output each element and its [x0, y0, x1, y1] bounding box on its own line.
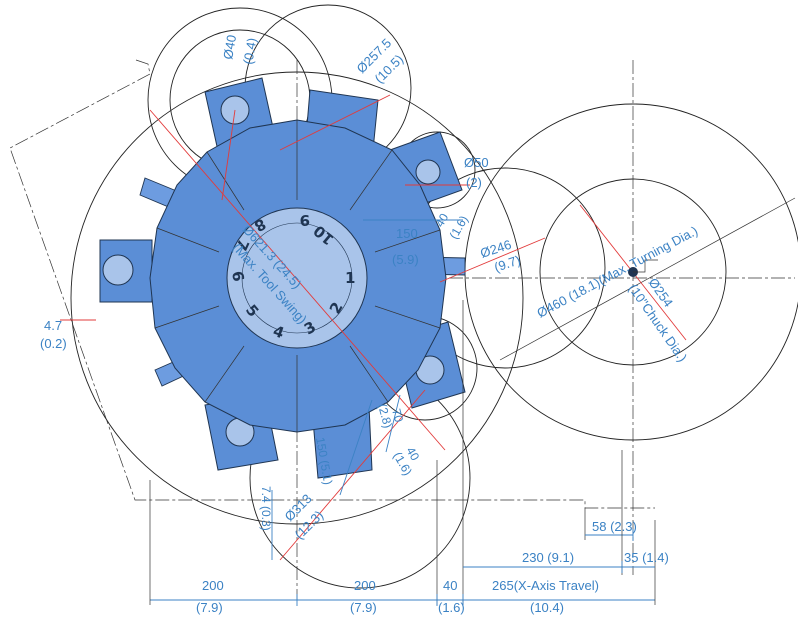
- spindle-center: [628, 259, 658, 277]
- bore-leader: [279, 389, 426, 561]
- dim-max-turning: Ø460 (18.1)(Max. Turning Dia.): [534, 223, 700, 321]
- bore-leader: [279, 94, 391, 151]
- dimension-lines: [149, 219, 656, 605]
- station-label: 1: [345, 269, 355, 287]
- dim-200-b-inch: (7.9): [350, 600, 377, 615]
- dim-58: 58 (2.3): [592, 519, 637, 534]
- turret: [99, 77, 466, 479]
- tool-bore: [415, 159, 441, 185]
- dim-70-inch: (2.8): [375, 402, 395, 429]
- dim-d40-inch: (0.4): [240, 37, 259, 66]
- leader-lines: [60, 94, 687, 561]
- dim-70: 70: [389, 407, 406, 424]
- dimension-ticks: [296, 529, 634, 606]
- diagonal-leader: [499, 197, 796, 361]
- station-label: 6: [228, 270, 248, 283]
- dim-40-gap-inch: (1.6): [438, 600, 465, 615]
- dim-x-axis-travel-inch: (10.4): [530, 600, 564, 615]
- dim-200-b: 200: [354, 578, 376, 593]
- dim-40-gap: 40: [443, 578, 457, 593]
- station-label: 9: [300, 211, 310, 229]
- dim-d50-inch: (2): [466, 175, 482, 190]
- dim-35: 35 (1.4): [624, 550, 669, 565]
- dimension-line-70: [385, 394, 401, 453]
- dim-150: 150: [396, 226, 418, 241]
- dim-40: 40: [432, 211, 451, 230]
- dim-4-7-inch: (0.2): [40, 336, 67, 351]
- turret-segment-lines: [154, 120, 441, 432]
- turret-index-ring: [226, 207, 368, 349]
- spindle-center-step: [633, 259, 658, 273]
- dim-x-axis-travel: 265(X-Axis Travel): [492, 578, 599, 593]
- dim-230: 230 (9.1): [522, 550, 574, 565]
- dim-200-a: 200: [202, 578, 224, 593]
- bore-leader: [221, 109, 236, 201]
- dim-4-7: 4.7: [44, 318, 62, 333]
- dim-d50: Ø50: [464, 155, 489, 170]
- dim-d40: Ø40: [220, 34, 239, 61]
- tool-swing-leader: [149, 109, 446, 451]
- turret-index-ring-inner: [241, 222, 353, 334]
- dim-150-inch: (5.9): [392, 252, 419, 267]
- tool-bore: [102, 254, 134, 286]
- dim-40-bottom: 40: [403, 445, 422, 464]
- dim-200-a-inch: (7.9): [196, 600, 223, 615]
- bore-leader: [439, 237, 546, 283]
- dimension-line-150v: [339, 399, 373, 496]
- dim-7-4: 7.4 (0.3): [259, 486, 273, 531]
